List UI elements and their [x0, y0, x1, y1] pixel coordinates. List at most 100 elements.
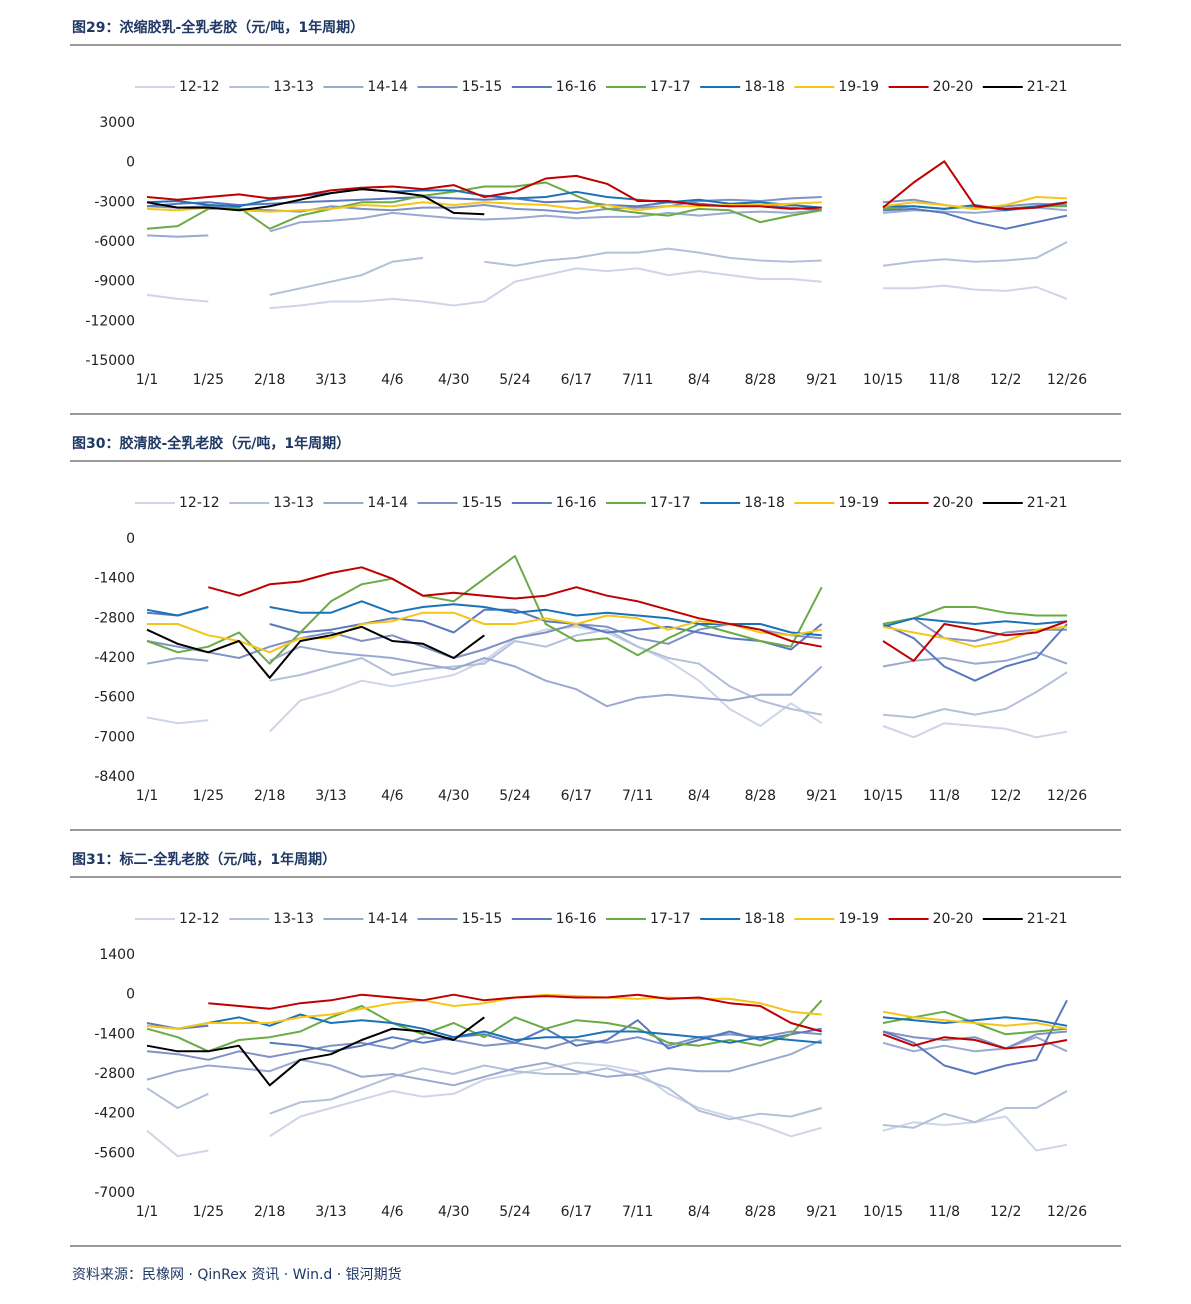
x-tick-label: 4/6: [381, 1204, 404, 1220]
series-line: [269, 628, 1068, 719]
x-tick-label: 4/6: [381, 788, 404, 804]
x-tick-label: 6/17: [561, 1204, 592, 1220]
x-tick-label: 11/8: [929, 1204, 960, 1220]
x-tick-label: 7/11: [622, 1204, 653, 1220]
series-line: [146, 1064, 1068, 1129]
y-tick-label: -8400: [94, 769, 135, 785]
y-tick-label: -7000: [94, 1185, 135, 1201]
y-tick-label: -6000: [94, 234, 135, 250]
legend-label: 17-17: [650, 79, 691, 95]
legend-label: 20-20: [933, 911, 974, 927]
legend-label: 16-16: [556, 495, 597, 511]
y-tick-label: -2800: [94, 1066, 135, 1082]
y-tick-label: -4200: [94, 1106, 135, 1122]
x-tick-label: 7/11: [622, 372, 653, 388]
y-tick-label: 3000: [99, 115, 135, 131]
legend-label: 12-12: [179, 79, 220, 95]
x-tick-label: 9/21: [806, 1204, 837, 1220]
legend-label: 18-18: [744, 495, 785, 511]
x-tick-label: 10/15: [863, 1204, 903, 1220]
x-tick-label: 4/6: [381, 372, 404, 388]
y-tick-label: 0: [126, 531, 135, 547]
legend-label: 19-19: [838, 79, 879, 95]
legend-label: 15-15: [462, 79, 503, 95]
legend-label: 20-20: [933, 79, 974, 95]
y-tick-label: 1400: [99, 947, 135, 963]
x-tick-label: 12/2: [990, 788, 1021, 804]
y-tick-label: 0: [126, 155, 135, 171]
x-tick-label: 5/24: [499, 372, 531, 388]
y-tick-label: -7000: [94, 729, 135, 745]
x-tick-label: 12/2: [990, 1204, 1021, 1220]
x-tick-label: 5/24: [499, 788, 531, 804]
y-tick-label: -3000: [94, 194, 135, 210]
x-tick-label: 4/30: [438, 788, 469, 804]
x-tick-label: 8/28: [745, 1204, 776, 1220]
x-tick-label: 11/8: [929, 372, 960, 388]
x-tick-label: 1/25: [193, 1204, 224, 1220]
y-tick-label: -12000: [85, 313, 135, 329]
chart-title: 图29：浓缩胶乳-全乳老胶（元/吨，1年周期）: [72, 19, 364, 36]
y-tick-label: -15000: [85, 353, 135, 369]
legend-label: 14-14: [367, 79, 408, 95]
x-tick-label: 5/24: [499, 1204, 531, 1220]
series-line: [146, 188, 1068, 212]
y-tick-label: -4200: [94, 650, 135, 666]
legend-label: 13-13: [273, 495, 314, 511]
x-tick-label: 3/13: [315, 1204, 346, 1220]
x-tick-label: 1/25: [193, 788, 224, 804]
x-tick-label: 10/15: [863, 372, 903, 388]
y-tick-label: -2800: [94, 610, 135, 626]
series-line: [146, 625, 1068, 739]
series-line: [146, 1030, 1068, 1061]
y-tick-label: -1400: [94, 1026, 135, 1042]
x-tick-label: 2/18: [254, 788, 285, 804]
series-line: [146, 160, 1068, 210]
source: 资料来源：民橡网 · QinRex 资讯 · Win.d · 银河期货: [72, 1266, 402, 1283]
legend-label: 18-18: [744, 911, 785, 927]
chart-title: 图30：胶清胶-全乳老胶（元/吨，1年周期）: [72, 435, 350, 452]
series-line: [146, 999, 1068, 1075]
x-tick-label: 6/17: [561, 788, 592, 804]
legend-label: 15-15: [462, 495, 503, 511]
legend-label: 12-12: [179, 495, 220, 511]
y-tick-label: -5600: [94, 1145, 135, 1161]
series-line: [146, 625, 485, 679]
x-tick-label: 8/4: [688, 788, 711, 804]
y-tick-label: -5600: [94, 690, 135, 706]
legend-label: 12-12: [179, 911, 220, 927]
x-tick-label: 3/13: [315, 372, 346, 388]
legend-label: 17-17: [650, 911, 691, 927]
legend-label: 13-13: [273, 911, 314, 927]
x-tick-label: 4/30: [438, 1204, 469, 1220]
series-line: [146, 267, 1068, 310]
x-tick-label: 6/17: [561, 372, 592, 388]
x-tick-label: 8/4: [688, 1204, 711, 1220]
series-line: [147, 611, 1068, 654]
legend-label: 14-14: [367, 495, 408, 511]
legend-label: 17-17: [650, 495, 691, 511]
series-line: [146, 188, 485, 216]
y-tick-label: 0: [126, 987, 135, 1003]
x-tick-label: 4/30: [438, 372, 469, 388]
legend-label: 16-16: [556, 79, 597, 95]
legend-label: 20-20: [933, 495, 974, 511]
x-tick-label: 1/1: [136, 372, 159, 388]
x-tick-label: 12/2: [990, 372, 1021, 388]
y-tick-label: -1400: [94, 571, 135, 587]
x-tick-label: 2/18: [254, 1204, 285, 1220]
x-tick-label: 1/1: [136, 788, 159, 804]
x-tick-label: 9/21: [806, 788, 837, 804]
legend-label: 19-19: [838, 911, 879, 927]
legend-label: 21-21: [1027, 79, 1068, 95]
x-tick-label: 2/18: [254, 372, 285, 388]
series-line: [146, 1036, 1068, 1087]
legend-label: 16-16: [556, 911, 597, 927]
legend-label: 18-18: [744, 79, 785, 95]
x-tick-label: 9/21: [806, 372, 837, 388]
series-line: [208, 993, 1068, 1050]
legend-label: 21-21: [1027, 911, 1068, 927]
x-tick-label: 8/4: [688, 372, 711, 388]
x-tick-label: 1/1: [136, 1204, 159, 1220]
series-line: [208, 566, 1068, 662]
